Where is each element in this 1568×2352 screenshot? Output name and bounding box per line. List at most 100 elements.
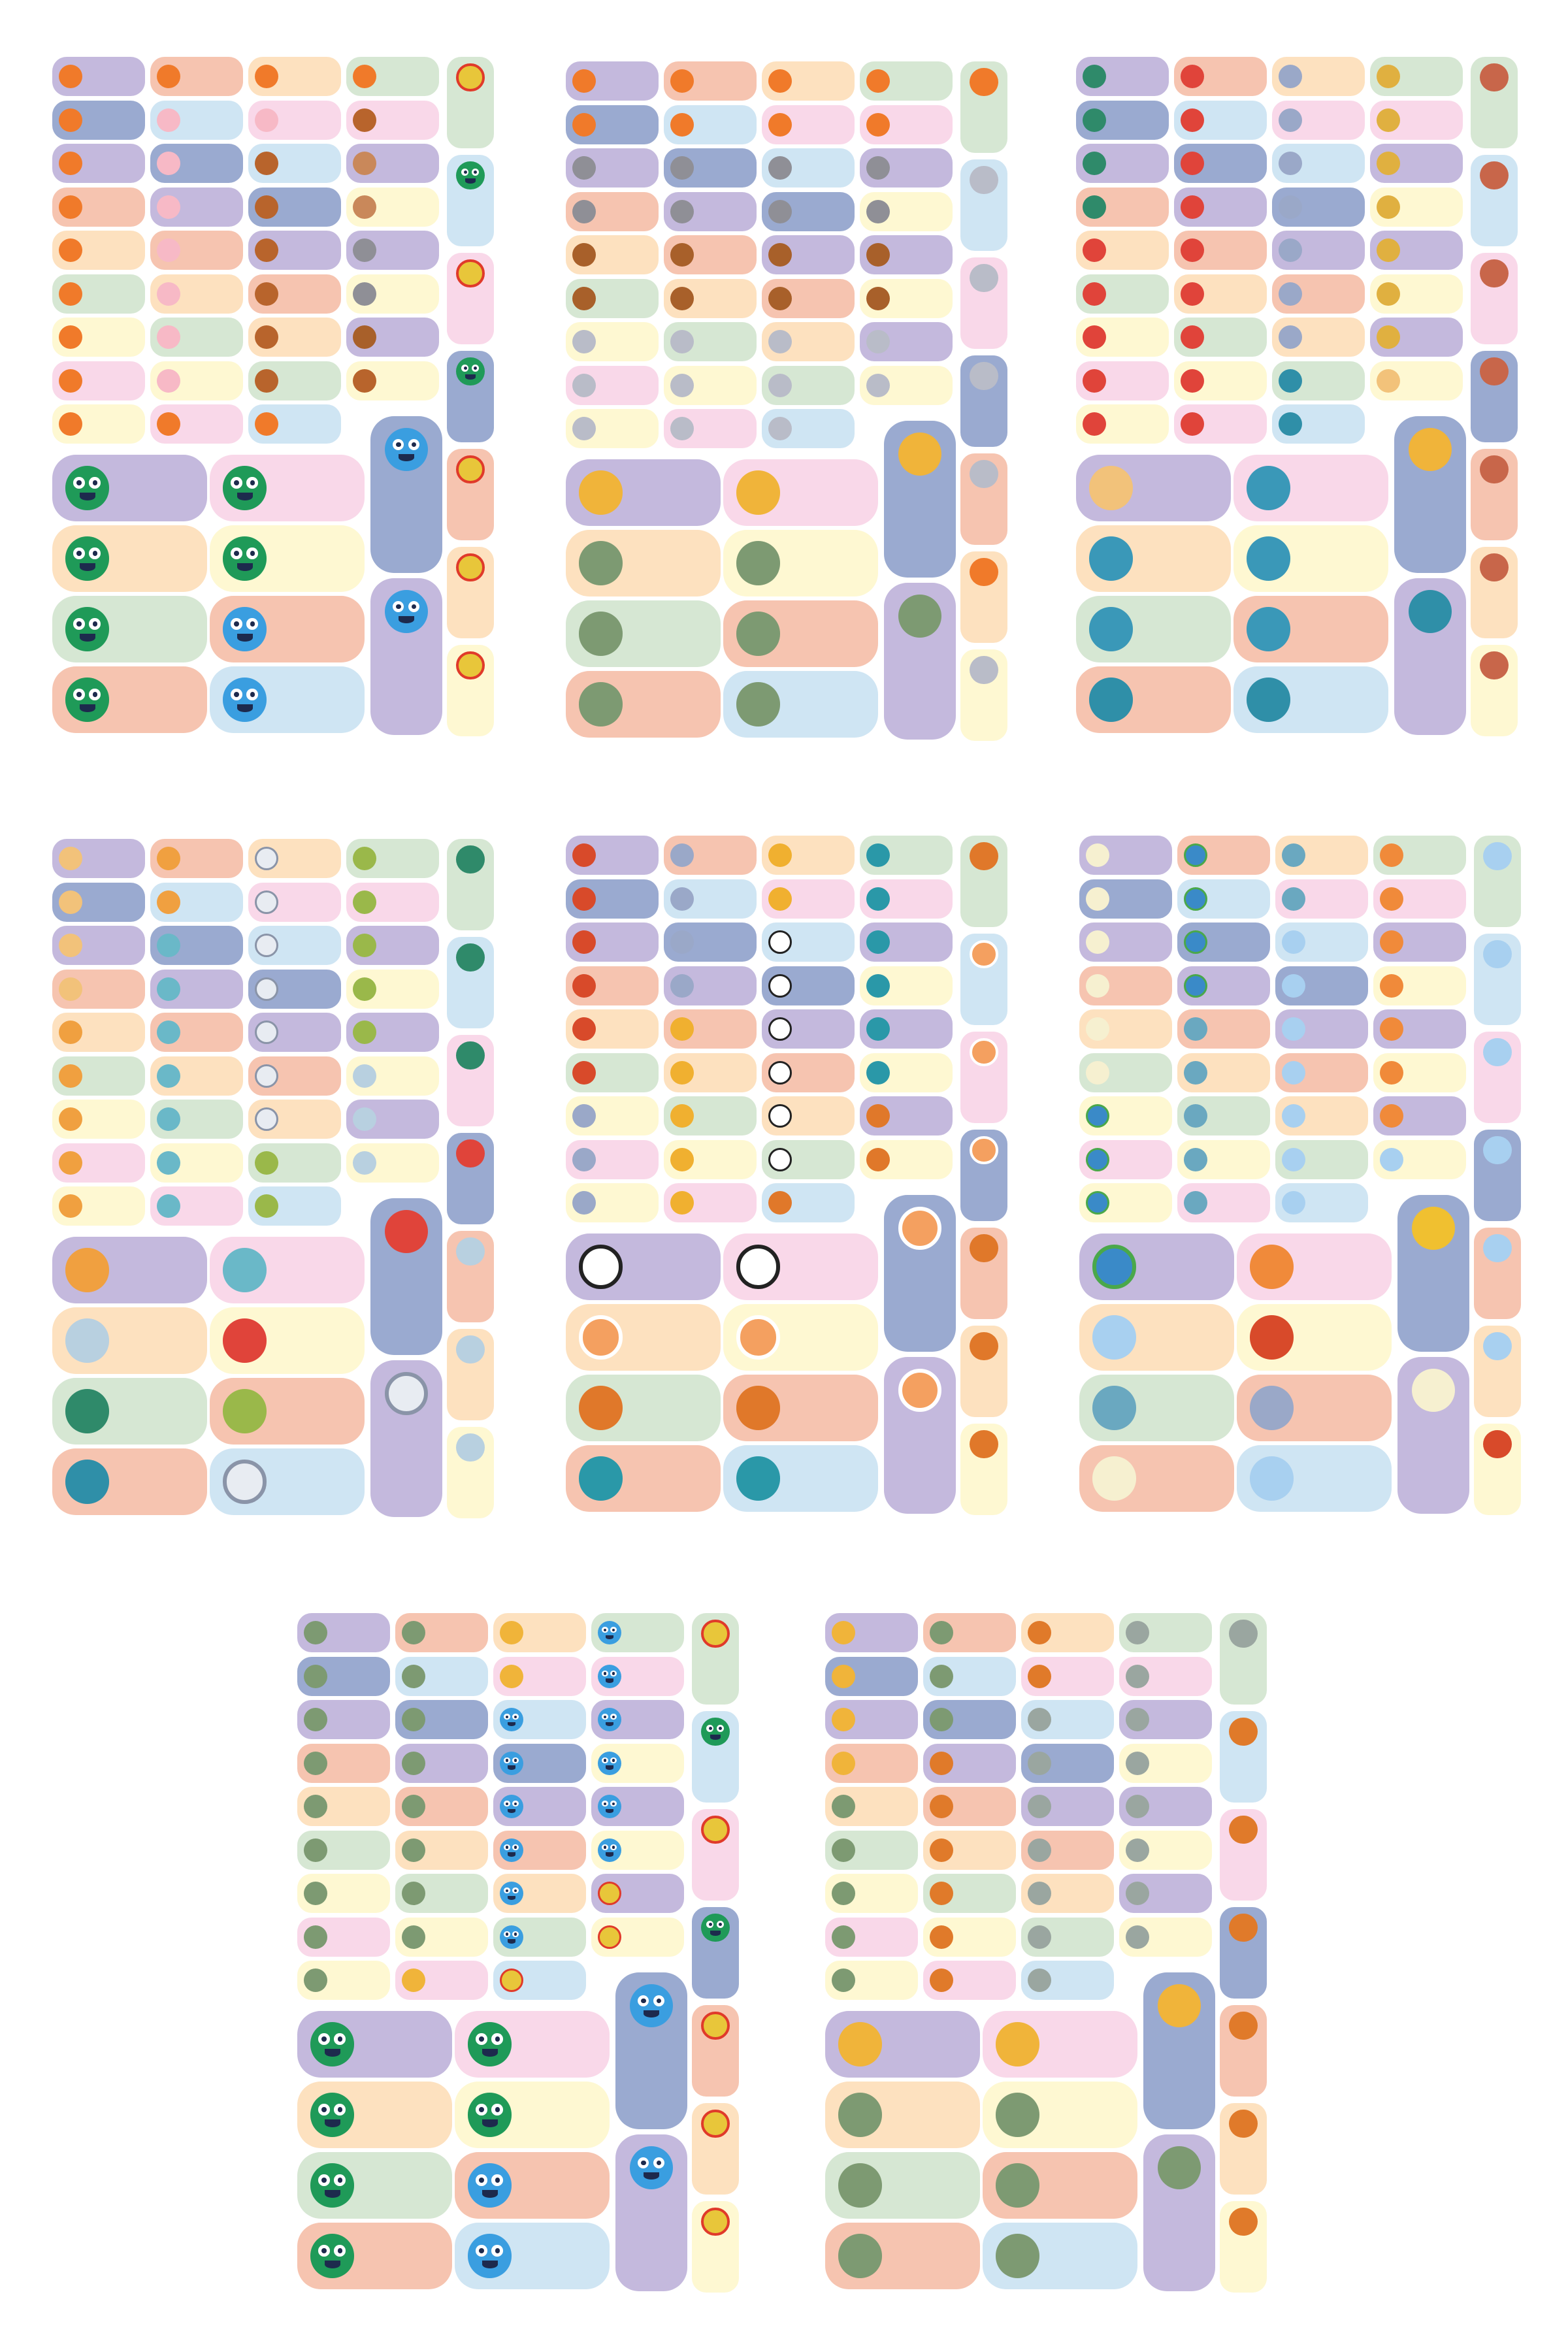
small-label [493, 1743, 586, 1783]
fire-truck-icon [1181, 195, 1204, 219]
small-label [150, 926, 243, 965]
saturn-icon [1282, 930, 1305, 954]
small-label [762, 191, 855, 231]
dinosaur-icon [996, 2163, 1040, 2208]
large-label [566, 1375, 721, 1441]
yellow-dinosaur-icon [579, 470, 623, 515]
small-label [1370, 361, 1463, 400]
fox-icon [255, 412, 278, 436]
fox-icon [59, 152, 82, 175]
balloon-icon [223, 1248, 267, 1292]
narrow-label [1220, 1907, 1267, 1999]
fox-icon [59, 108, 82, 132]
small-label [52, 839, 145, 878]
green-monster-icon [65, 607, 110, 651]
stegosaurus-icon [1028, 1838, 1051, 1862]
small-label [1177, 923, 1270, 962]
dinosaur-icon [304, 1664, 327, 1688]
small-label [566, 966, 659, 1005]
dinosaur-icon [402, 1882, 425, 1905]
small-label [1272, 144, 1365, 183]
small-label [860, 836, 953, 875]
lifebuoy-icon [970, 1136, 998, 1165]
large-label [1079, 1445, 1234, 1512]
green-monster-icon [310, 2234, 355, 2278]
dinosaur-icon [304, 1968, 327, 1992]
car-icon [65, 1248, 110, 1292]
small-label [664, 879, 757, 919]
small-label [52, 318, 145, 357]
mushroom-icon [1089, 607, 1134, 651]
small-label [248, 361, 341, 400]
small-label [591, 1917, 684, 1957]
blue-monster-icon [598, 1708, 621, 1731]
small-label [1373, 1096, 1466, 1135]
blue-monster-icon [500, 1882, 523, 1905]
pig-icon [157, 325, 180, 349]
balloon-icon [157, 977, 180, 1001]
koala-icon [970, 166, 998, 195]
fox-icon [59, 238, 82, 262]
narrow-label [692, 2201, 739, 2293]
tractor-icon [1083, 195, 1106, 219]
small-label [150, 100, 243, 140]
small-label [664, 1009, 757, 1049]
small-label [825, 1656, 918, 1696]
tall-label [884, 583, 956, 740]
small-label [248, 882, 341, 922]
pterosaur-icon [1028, 1621, 1051, 1644]
ambulance-icon [255, 890, 278, 914]
small-label [825, 1613, 918, 1652]
lifebuoy-icon [970, 1038, 998, 1067]
saturn-icon [1483, 842, 1512, 871]
small-label [591, 1700, 684, 1739]
small-label [591, 1656, 684, 1696]
dinosaur-icon [304, 1795, 327, 1818]
small-label [248, 926, 341, 965]
cake-icon [59, 890, 82, 914]
small-label [1275, 1183, 1368, 1222]
blue-monster-icon [630, 2146, 673, 2189]
stegosaurus-icon [1126, 1882, 1149, 1905]
tall-label [370, 416, 442, 573]
tall-label [1143, 2134, 1215, 2291]
dinosaur-icon [930, 1664, 953, 1688]
kettlebell-icon [1279, 412, 1302, 436]
pig-icon [157, 238, 180, 262]
green-monster-icon [456, 357, 485, 386]
rocket-icon [1250, 1386, 1294, 1430]
saturn-icon [1483, 1136, 1512, 1165]
blue-monster-icon [468, 2234, 512, 2278]
small-label [150, 57, 243, 96]
large-label [455, 2152, 610, 2219]
monkey-icon [768, 243, 792, 267]
small-label [52, 187, 145, 227]
sticker-sheet [1076, 57, 1519, 740]
small-label [346, 882, 439, 922]
small-label [1177, 1139, 1270, 1179]
narrow-label [1220, 1711, 1267, 1803]
small-label [860, 1053, 953, 1092]
jupiter-icon [1380, 843, 1403, 867]
small-label [346, 231, 439, 270]
narrow-label [1471, 645, 1518, 736]
tall-label [1397, 1357, 1469, 1514]
narrow-label [960, 934, 1007, 1025]
coin-icon [456, 651, 485, 680]
narrow-label [447, 155, 494, 246]
yellow-dinosaur-icon [898, 433, 941, 476]
small-label [664, 409, 757, 448]
narrow-label [692, 1907, 739, 1999]
dinosaur-icon [402, 1751, 425, 1775]
blue-monster-icon [500, 1838, 523, 1862]
narrow-label [960, 61, 1007, 153]
jupiter-icon [1380, 930, 1403, 954]
ambulance-icon [255, 1064, 278, 1088]
small-label [1373, 1009, 1466, 1049]
small-label [1370, 187, 1463, 227]
small-label [150, 1013, 243, 1052]
tractor-icon [65, 1389, 110, 1433]
small-label [150, 274, 243, 314]
narrow-label [1471, 253, 1518, 344]
coin-icon [500, 1968, 523, 1992]
